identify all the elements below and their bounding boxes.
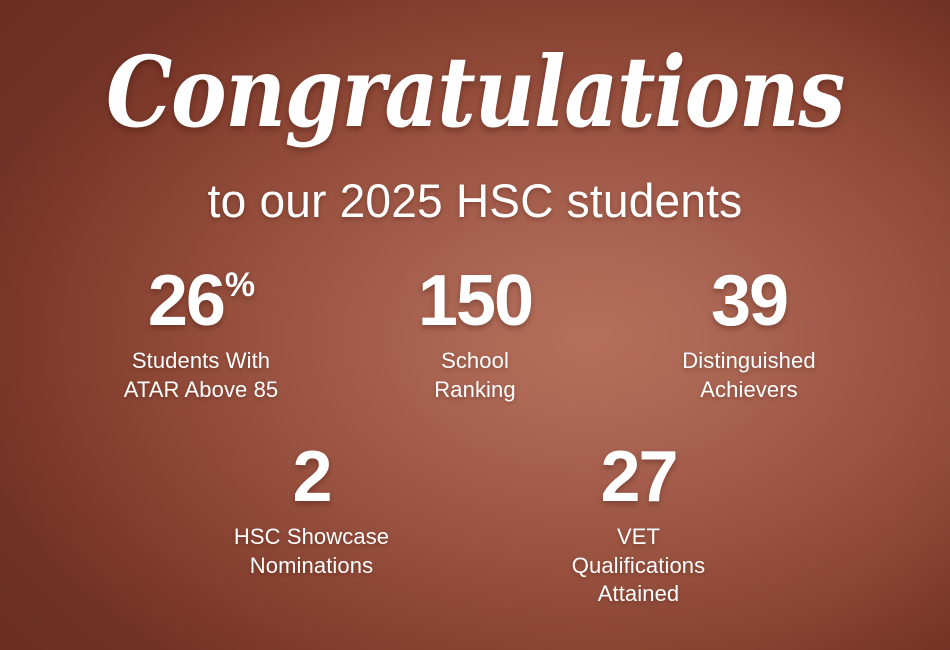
stat-number-text: 2	[292, 437, 332, 517]
stat-value: 27	[539, 441, 739, 513]
stat-label: VET Qualifications Attained	[571, 524, 706, 607]
stat-value: 26%	[101, 265, 301, 337]
stats-row-top: 26% Students With ATAR Above 85 150 Scho…	[0, 265, 950, 404]
subheadline-hsc-students: to our 2025 HSC students	[207, 174, 743, 227]
stat-number-text: 150	[417, 261, 534, 341]
stat-school-ranking: 150 School Ranking	[365, 265, 585, 404]
stat-label: School Ranking	[434, 348, 516, 402]
stat-distinguished-achievers: 39 Distinguished Achievers	[639, 265, 859, 404]
stat-label: Distinguished Achievers	[682, 348, 816, 402]
stat-value: 39	[649, 265, 849, 337]
stat-number-text: 39	[710, 261, 789, 341]
stat-label: Students With ATAR Above 85	[123, 348, 279, 402]
headline-congratulations: Congratulations	[105, 35, 845, 149]
stat-label: HSC Showcase Nominations	[233, 524, 390, 578]
stat-atar-above-85: 26% Students With ATAR Above 85	[91, 265, 311, 404]
stat-number-text: 27	[600, 437, 678, 517]
percent-sign: %	[224, 266, 256, 304]
stat-number-text: 26	[147, 261, 226, 341]
stat-hsc-showcase-nominations: 2 HSC Showcase Nominations	[202, 441, 422, 609]
stat-value: 2	[212, 441, 412, 513]
stat-vet-qualifications-attained: 27 VET Qualifications Attained	[529, 441, 749, 609]
stats-row-bottom: 2 HSC Showcase Nominations 27 VET Qualif…	[0, 441, 950, 609]
stat-value: 150	[375, 265, 575, 337]
